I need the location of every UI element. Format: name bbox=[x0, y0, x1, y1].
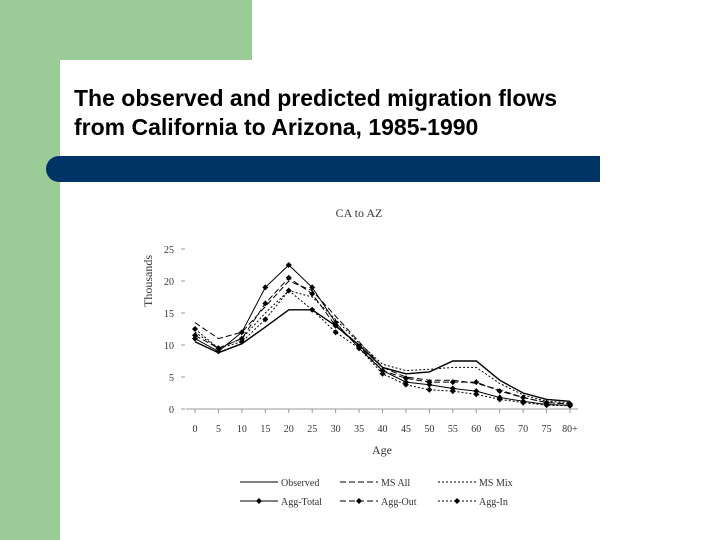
data-point-agg-in bbox=[262, 316, 269, 323]
x-tick-label: 15 bbox=[260, 424, 270, 435]
accent-band-left bbox=[0, 0, 60, 540]
data-point-agg-in bbox=[285, 287, 292, 294]
x-axis-label: Age bbox=[372, 443, 392, 457]
series-line-ms-all bbox=[194, 280, 571, 405]
y-tick-label: 20 bbox=[164, 277, 174, 288]
y-tick-label: 15 bbox=[164, 309, 174, 320]
x-tick-label: 35 bbox=[354, 424, 364, 435]
data-point-agg-out bbox=[262, 300, 269, 307]
data-point-agg-out bbox=[449, 379, 456, 386]
data-point-agg-in bbox=[426, 386, 433, 393]
series-line-agg-out bbox=[194, 277, 571, 405]
slide-title: The observed and predicted migration flo… bbox=[74, 84, 694, 142]
legend-label-ms-all: MS All bbox=[381, 478, 410, 489]
chart-axes: 0 5 10 15 20 25 0 5 10 15 20 25 30 35 40 45 50 55 60 65 70 75… bbox=[164, 245, 578, 435]
x-tick-label: 65 bbox=[495, 424, 505, 435]
data-point-agg-out bbox=[520, 394, 527, 401]
title-underline-bar bbox=[46, 156, 600, 182]
data-point-agg-out bbox=[332, 322, 339, 329]
data-point-agg-out bbox=[426, 379, 433, 386]
y-tick-label: 5 bbox=[169, 373, 174, 384]
data-point-agg-in bbox=[356, 345, 363, 352]
y-tick-label: 25 bbox=[164, 245, 174, 256]
chart-series bbox=[192, 262, 573, 409]
data-point-agg-in bbox=[332, 329, 339, 336]
data-point-agg-total bbox=[238, 329, 245, 336]
data-point-agg-total bbox=[473, 388, 480, 395]
x-tick-label: 55 bbox=[448, 424, 458, 435]
data-point-agg-out bbox=[309, 290, 316, 297]
x-tick-label: 50 bbox=[424, 424, 434, 435]
data-point-agg-out bbox=[473, 379, 480, 386]
legend-label-agg-out: Agg-Out bbox=[381, 497, 417, 508]
data-point-agg-out bbox=[402, 375, 409, 382]
data-point-agg-out bbox=[285, 274, 292, 281]
x-tick-label: 20 bbox=[284, 424, 294, 435]
x-tick-label: 70 bbox=[518, 424, 528, 435]
data-point-agg-in bbox=[520, 399, 527, 406]
data-point-agg-total bbox=[285, 262, 292, 268]
data-point-agg-total bbox=[192, 335, 198, 342]
data-point-agg-out bbox=[192, 332, 198, 339]
y-tick-label: 0 bbox=[169, 405, 174, 416]
data-point-agg-in bbox=[215, 345, 222, 352]
data-point-agg-out bbox=[379, 367, 386, 374]
x-tick-label: 25 bbox=[307, 424, 317, 435]
data-point-agg-in bbox=[238, 338, 245, 345]
data-point-agg-out bbox=[496, 388, 503, 395]
data-point-agg-in bbox=[449, 388, 456, 395]
x-tick-label: 10 bbox=[237, 424, 247, 435]
data-point-agg-total bbox=[309, 284, 316, 291]
x-tick-label: 0 bbox=[193, 424, 198, 435]
legend-label-agg-in: Agg-In bbox=[479, 497, 508, 508]
slide-title-line-2: from California to Arizona, 1985-1990 bbox=[74, 114, 479, 140]
content-panel bbox=[60, 60, 720, 540]
x-tick-label: 40 bbox=[378, 424, 388, 435]
data-point-agg-in bbox=[543, 402, 550, 409]
chart-legend: Observed MS All MS Mix Agg-Total Agg-Out Agg-… bbox=[240, 478, 513, 508]
slide-title-line-1: The observed and predicted migration flo… bbox=[74, 85, 558, 111]
series-line-ms-mix bbox=[194, 290, 571, 404]
x-tick-label: 80+ bbox=[562, 424, 578, 435]
x-tick-label: 75 bbox=[542, 424, 552, 435]
legend-label-agg-total: Agg-Total bbox=[281, 497, 322, 508]
legend-marker-agg-out bbox=[356, 498, 362, 504]
y-tick-label: 10 bbox=[164, 341, 174, 352]
x-tick-label: 30 bbox=[331, 424, 341, 435]
legend-marker-agg-in bbox=[454, 498, 460, 504]
legend-label-observed: Observed bbox=[281, 478, 319, 489]
series-line-agg-total bbox=[194, 264, 571, 406]
series-line-observed bbox=[194, 309, 571, 402]
y-axis-label: Thousands bbox=[141, 255, 155, 307]
data-point-agg-in bbox=[309, 306, 316, 313]
data-point-agg-total bbox=[215, 348, 222, 355]
data-point-agg-in bbox=[192, 326, 198, 332]
data-point-agg-in bbox=[379, 370, 386, 377]
legend-marker-agg-total bbox=[256, 498, 262, 504]
data-point-agg-in bbox=[496, 396, 503, 403]
chart-title: CA to AZ bbox=[336, 206, 383, 220]
data-point-agg-in bbox=[473, 391, 480, 398]
accent-band-top bbox=[0, 0, 252, 60]
x-tick-label: 45 bbox=[401, 424, 411, 435]
data-point-agg-total bbox=[262, 284, 269, 291]
data-point-agg-in bbox=[567, 402, 573, 409]
x-tick-label: 60 bbox=[471, 424, 481, 435]
x-tick-label: 5 bbox=[216, 424, 221, 435]
data-point-agg-in bbox=[402, 381, 409, 388]
legend-label-ms-mix: MS Mix bbox=[479, 478, 513, 489]
